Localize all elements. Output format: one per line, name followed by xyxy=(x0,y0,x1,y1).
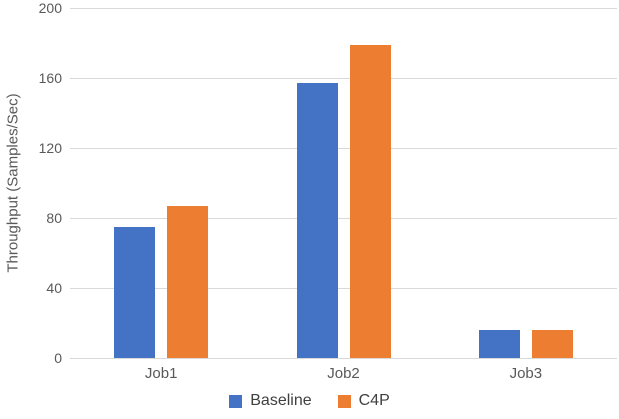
y-tick-label-0: 0 xyxy=(54,350,62,366)
x-label-job3: Job3 xyxy=(509,365,543,382)
gridline-y-80 xyxy=(70,218,617,219)
gridline-y-200 xyxy=(70,8,617,9)
bar-baseline-job2 xyxy=(296,83,338,358)
gridline-y-120 xyxy=(70,148,617,149)
legend: Baseline C4P xyxy=(0,392,619,410)
bar-c4p-job3 xyxy=(531,330,573,358)
legend-label-baseline: Baseline xyxy=(250,392,312,409)
y-axis-title: Throughput (Samples/Sec) xyxy=(4,93,22,273)
legend-swatch-c4p xyxy=(337,394,351,408)
gridline-y-160 xyxy=(70,78,617,79)
y-tick-label-120: 120 xyxy=(38,140,62,156)
gridline-y-40 xyxy=(70,288,617,289)
legend-item-c4p: C4P xyxy=(337,392,390,410)
legend-label-c4p: C4P xyxy=(358,392,390,409)
plot-area xyxy=(70,8,617,359)
bar-c4p-job1 xyxy=(167,205,209,358)
x-label-job2: Job2 xyxy=(327,365,360,382)
y-tick-label-40: 40 xyxy=(46,280,62,296)
y-tick-label-160: 160 xyxy=(38,70,62,86)
y-tick-label-80: 80 xyxy=(46,210,62,226)
legend-swatch-baseline xyxy=(229,394,243,408)
gridline-y-0 xyxy=(70,358,617,359)
x-label-job1: Job1 xyxy=(144,365,178,382)
bar-baseline-job3 xyxy=(478,330,520,358)
y-tick-label-200: 200 xyxy=(38,0,62,16)
legend-item-baseline: Baseline xyxy=(229,392,312,410)
bar-baseline-job1 xyxy=(114,226,156,358)
bar-c4p-job2 xyxy=(349,44,391,358)
